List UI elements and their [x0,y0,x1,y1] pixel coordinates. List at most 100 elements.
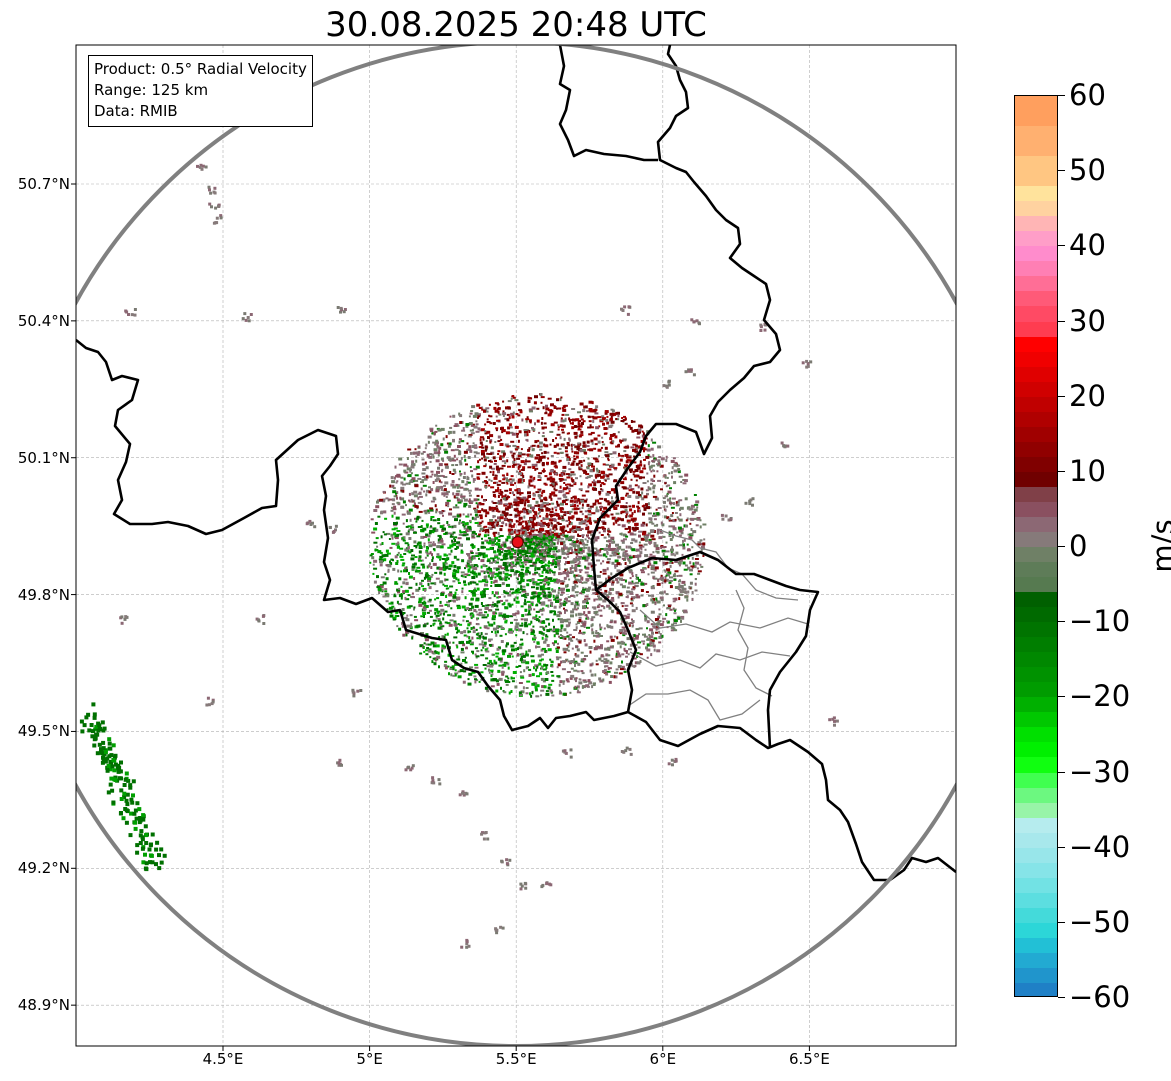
echo-pixel [499,501,503,505]
echo-pixel [536,684,540,688]
echo-pixel [450,599,454,602]
echo-pixel [390,558,394,561]
echo-pixel [527,466,532,469]
echo-pixel [544,664,549,667]
echo-pixel [560,510,564,513]
echo-pixel [666,494,669,498]
echo-pixel [624,562,627,565]
echo-pixel [430,566,433,569]
echo-pixel [547,525,550,528]
echo-pixel [510,475,514,478]
echo-pixel [468,494,472,497]
echo-pixel [509,513,513,516]
echo-pixel [587,586,591,590]
echo-pixel [535,500,539,504]
echo-pixel [610,441,614,445]
echo-pixel [596,646,601,648]
echo-pixel [418,495,423,498]
echo-pixel [570,447,573,451]
echo-pixel [551,571,556,574]
echo-pixel [565,658,569,661]
echo-pixel [695,524,699,527]
echo-pixel [651,631,654,635]
echo-pixel [552,534,555,538]
echo-pixel [428,609,432,612]
echo-pixel [626,565,631,568]
echo-pixel [560,508,563,512]
echo-pixel [575,540,579,544]
echo-pixel [508,577,510,580]
echo-pixel [425,575,430,579]
echo-pixel [505,592,510,595]
echo-pixel [618,452,620,455]
echo-pixel [690,517,695,521]
echo-pixel [628,569,633,572]
echo-pixel [496,647,500,651]
echo-pixel [607,530,611,533]
echo-pixel [618,672,623,675]
echo-pixel [489,519,494,522]
echo-pixel [564,569,567,572]
echo-pixel [436,555,439,558]
echo-pixel [515,561,520,565]
echo-pixel [602,510,606,513]
echo-pixel [427,541,432,544]
echo-pixel [515,448,518,451]
echo-pixel [380,535,383,539]
echo-pixel [497,470,500,474]
echo-pixel [399,533,403,536]
echo-pixel [442,475,445,478]
echo-pixel [545,690,549,693]
echo-pixel [439,604,444,607]
echo-pixel [530,694,533,698]
echo-pixel [403,616,408,619]
echo-pixel [532,493,536,497]
echo-pixel [379,555,384,558]
echo-pixel [605,454,610,458]
echo-pixel [555,528,558,531]
echo-pixel [671,466,674,470]
echo-pixel [592,502,595,506]
echo-pixel [452,641,455,644]
echo-pixel [579,415,583,418]
echo-pixel [619,645,622,649]
echo-pixel [456,541,461,545]
echo-pixel [395,481,398,484]
echo-pixel [389,546,393,549]
echo-pixel [502,649,506,652]
echo-pixel [492,506,495,509]
echo-pixel [420,535,425,539]
echo-pixel [609,453,613,455]
echo-pixel [447,524,451,526]
echo-pixel [567,600,571,603]
echo-pixel [523,602,527,606]
echo-pixel [652,598,656,601]
echo-pixel [615,548,619,552]
echo-pixel [543,588,546,592]
echo-pixel [560,528,564,532]
echo-pixel [526,416,529,420]
echo-pixel [524,596,528,599]
echo-pixel [477,510,482,514]
echo-pixel [523,561,528,564]
echo-pixel [593,639,596,643]
echo-pixel [445,501,450,505]
echo-pixel [669,576,673,579]
echo-pixel [500,686,502,690]
echo-pixel [462,643,466,647]
echo-pixel [628,648,632,651]
echo-pixel [486,627,490,630]
echo-pixel [553,487,556,491]
echo-pixel [627,613,631,616]
echo-pixel [617,665,622,669]
echo-pixel [565,588,570,592]
echo-pixel [667,484,671,487]
echo-pixel [637,641,641,644]
echo-pixel [563,587,565,591]
echo-pixel [492,611,496,615]
echo-pixel [410,451,412,455]
echo-pixel [391,514,394,518]
echo-pixel [651,594,655,598]
echo-pixel [491,500,494,503]
